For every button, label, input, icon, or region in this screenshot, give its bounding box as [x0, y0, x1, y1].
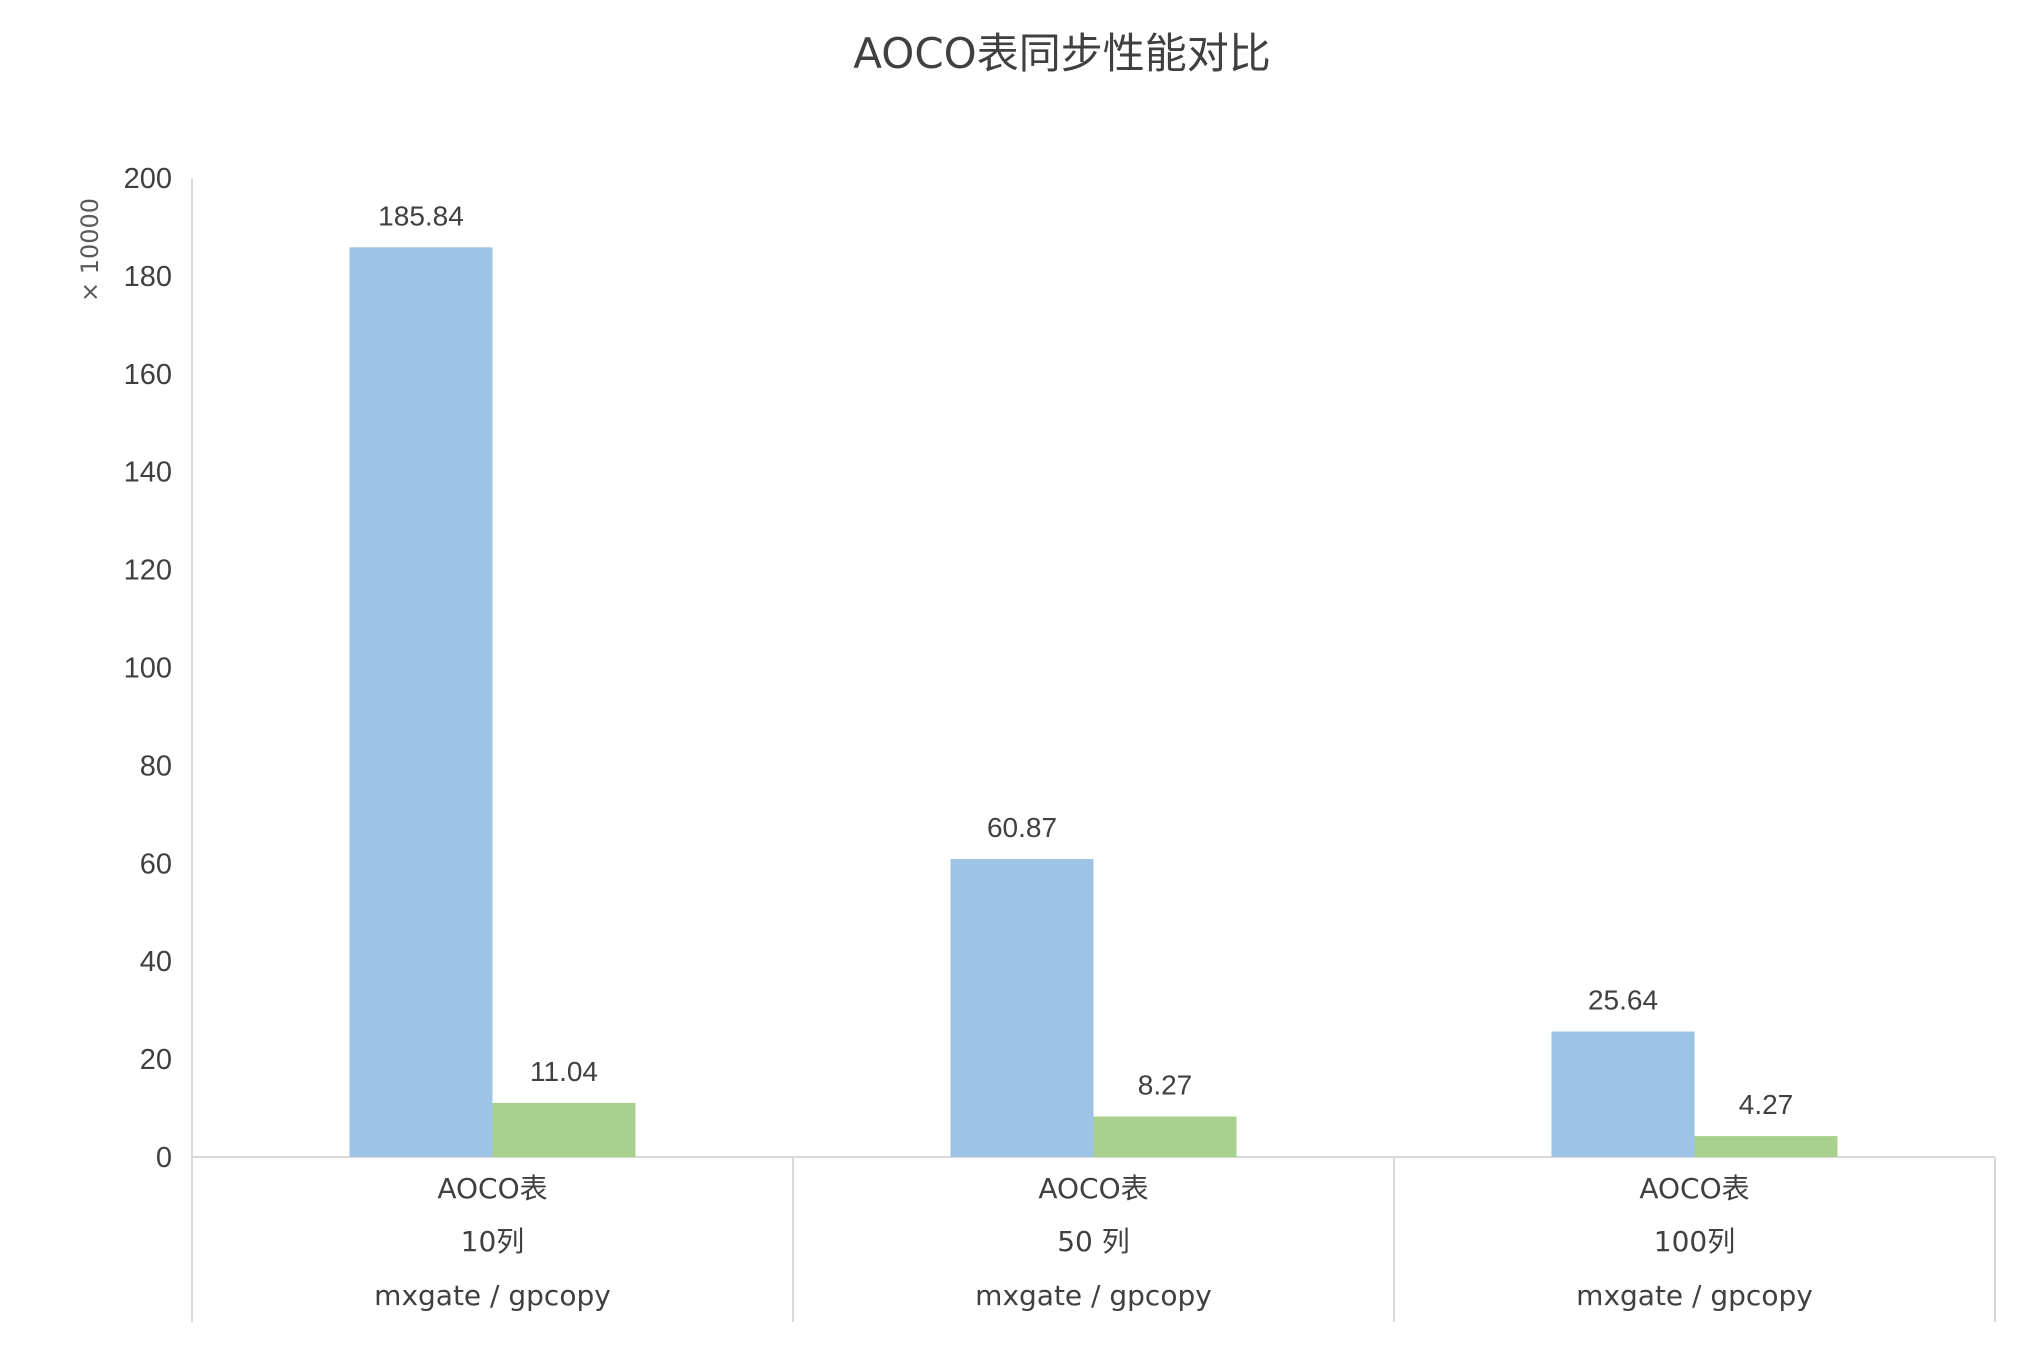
y-tick-label: 0: [156, 1142, 172, 1174]
y-ticks-layer: 0 20 40 60 80 100 120 140 160 180 200: [124, 163, 172, 1174]
y-tick-label: 200: [124, 163, 172, 195]
bar: [1093, 1116, 1237, 1157]
bar: [492, 1102, 636, 1157]
y-axis-unit-label: × 10000: [76, 198, 104, 302]
y-tick-label: 140: [124, 457, 172, 489]
data-label: 25.64: [1588, 984, 1658, 1015]
category-label-line: 100列: [1654, 1225, 1735, 1258]
y-tick-label: 100: [124, 653, 172, 685]
category-labels-layer: AOCO表 10列 mxgate / gpcopy AOCO表 50 列 mxgate /…: [374, 1172, 1813, 1312]
y-tick-label: 160: [124, 359, 172, 391]
y-tick-label: 80: [140, 750, 172, 782]
category-label-line: mxgate / gpcopy: [374, 1279, 611, 1312]
category-label-line: mxgate / gpcopy: [1576, 1279, 1813, 1312]
data-label: 60.87: [987, 812, 1057, 843]
y-tick-label: 120: [124, 555, 172, 587]
data-label: 185.84: [378, 200, 464, 231]
data-label: 4.27: [1739, 1089, 1794, 1120]
bars-layer: [349, 247, 1838, 1157]
y-tick-label: 20: [140, 1044, 172, 1076]
bar: [349, 247, 493, 1157]
category-label-line: AOCO表: [1038, 1172, 1148, 1205]
category-label-line: AOCO表: [1639, 1172, 1749, 1205]
data-label: 8.27: [1138, 1070, 1193, 1101]
y-tick-label: 40: [140, 946, 172, 978]
category-label-line: 50 列: [1057, 1225, 1130, 1258]
bar: [950, 859, 1094, 1157]
data-label: 11.04: [530, 1056, 598, 1087]
y-tick-label: 60: [140, 848, 172, 880]
bar: [1551, 1031, 1695, 1157]
category-label-line: AOCO表: [437, 1172, 547, 1205]
category-label-line: 10列: [461, 1225, 525, 1258]
chart-title: AOCO表同步性能对比: [853, 29, 1270, 78]
bar: [1694, 1136, 1838, 1157]
category-label-line: mxgate / gpcopy: [975, 1279, 1212, 1312]
data-labels-layer: 185.84 11.04 60.87 8.27 25.64 4.27: [378, 200, 1793, 1120]
y-tick-label: 180: [124, 261, 172, 293]
